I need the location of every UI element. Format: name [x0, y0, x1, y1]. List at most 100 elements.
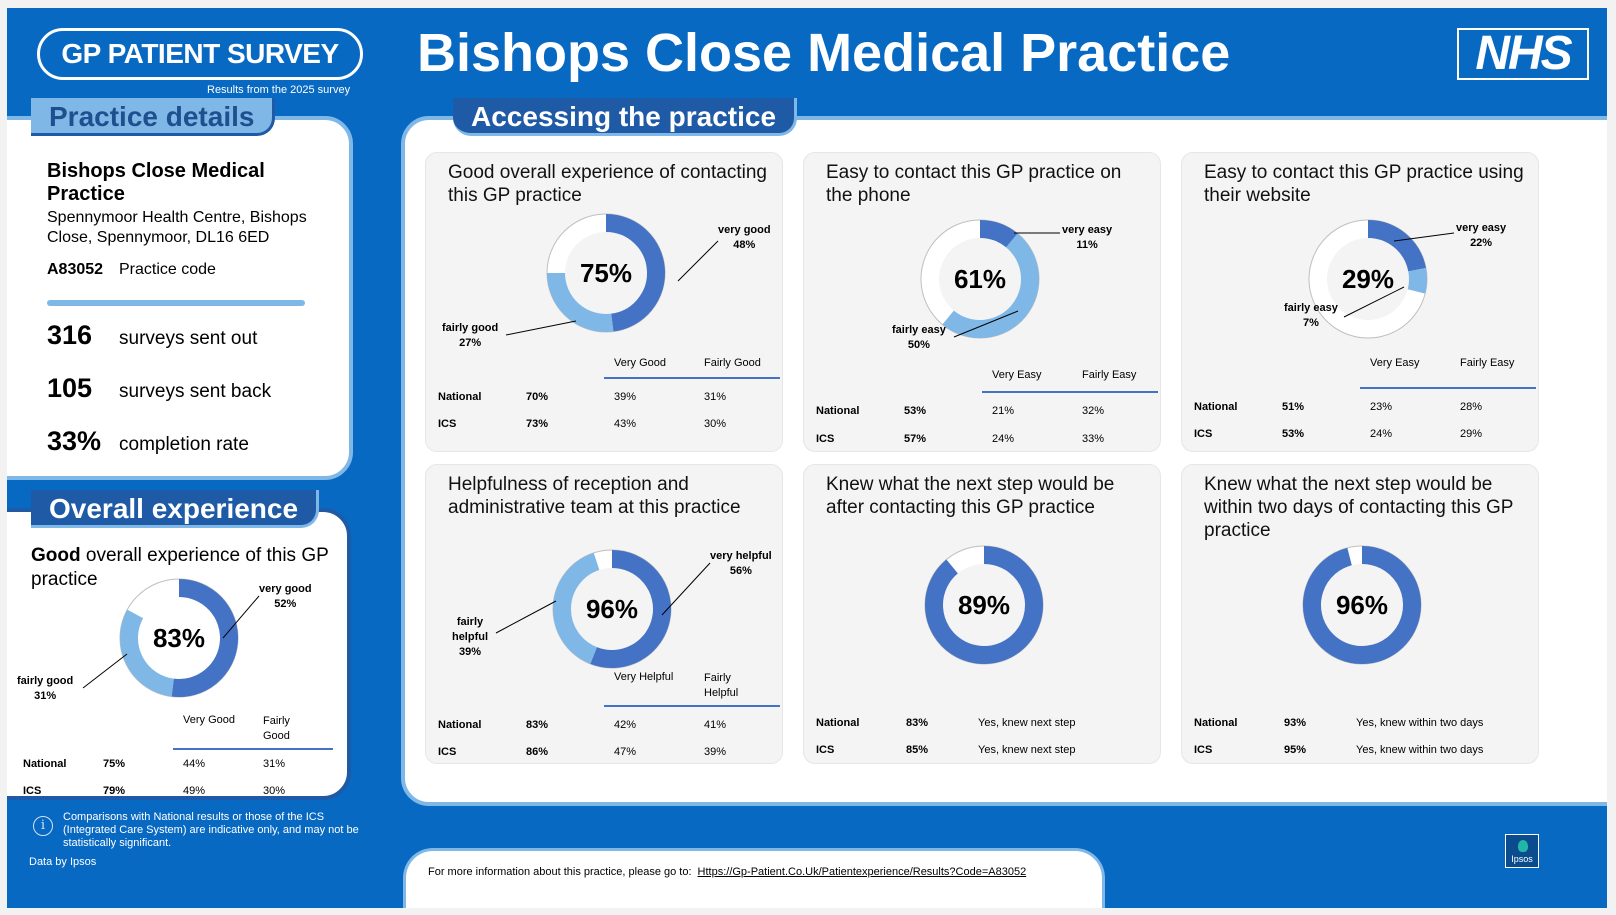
panel-donut: 96% — [495, 549, 711, 669]
donut-segment — [979, 220, 1018, 248]
metric-panel: Easy to contact this GP practice on the … — [803, 152, 1161, 452]
practice-details-card: Bishops Close Medical Practice Spennymoo… — [7, 116, 353, 480]
row-name: ICS — [1194, 744, 1213, 756]
row-value: 43% — [614, 418, 637, 430]
row-name: National — [816, 405, 860, 417]
overall-experience-tab: Overall experience — [31, 490, 320, 528]
metric-panel: Helpfulness of reception and administrat… — [425, 464, 783, 764]
donut-segment — [120, 609, 175, 697]
divider — [47, 300, 305, 306]
donut-segment — [605, 214, 665, 332]
col-header: Very Helpful — [614, 671, 674, 683]
panel-title: Knew what the next step would be after c… — [826, 474, 1115, 518]
row-total: 73% — [526, 418, 549, 430]
practice-name: Bishops Close Medical Practice — [47, 160, 265, 205]
row-value: 42% — [614, 719, 637, 731]
row-total: 85% — [906, 744, 929, 756]
col-header-very-good: Very Good — [183, 714, 235, 726]
page-title: Bishops Close Medical Practice — [417, 23, 1231, 83]
panel-donut: 89% — [924, 545, 1044, 665]
stat-completion-rate: 33% completion rate — [47, 426, 249, 456]
row-value: 29% — [1460, 428, 1483, 440]
row-value: Yes, knew within two days — [1356, 744, 1484, 756]
col-header: Fairly Helpful — [704, 672, 739, 699]
row-value: 23% — [1370, 401, 1393, 413]
row-total: 93% — [1284, 717, 1307, 729]
leader-line — [495, 600, 557, 634]
row-value: Yes, knew next step — [978, 717, 1076, 729]
panel-donut: 96% — [1302, 545, 1422, 665]
row-value: 33% — [1082, 433, 1105, 445]
practice-results-link[interactable]: Https://Gp-Patient.Co.Uk/Patientexperien… — [697, 866, 1027, 878]
survey-frame: GP PATIENT SURVEY Results from the 2025 … — [7, 8, 1607, 908]
donut-segment — [1303, 546, 1421, 664]
row-value: 30% — [263, 785, 286, 797]
row-total: 95% — [1284, 744, 1307, 756]
comparison-note: Comparisons with National results or tho… — [63, 811, 359, 849]
donut-label: fairly helpful 39% — [451, 616, 489, 658]
row-name: National — [1194, 401, 1238, 413]
leader-line — [677, 240, 719, 282]
logo-subtitle: Results from the 2025 survey — [207, 84, 351, 96]
donut-center-value: 96% — [1336, 590, 1388, 620]
row-value: 39% — [704, 746, 727, 758]
row-value: 31% — [704, 391, 727, 403]
stat-sent-back: 105 surveys sent back — [47, 373, 272, 403]
row-name: National — [438, 719, 482, 731]
table-header-line — [173, 748, 333, 750]
row-total: 83% — [526, 719, 549, 731]
gp-survey-logo: GP PATIENT SURVEY — [37, 28, 363, 80]
col-header: Fairly Easy — [1082, 369, 1137, 381]
row-value: 47% — [614, 746, 637, 758]
row-value: 49% — [183, 785, 206, 797]
overall-donut: 83% — [119, 578, 239, 698]
donut-segment — [942, 233, 1039, 338]
panel-title: Good overall experience of contacting th… — [448, 162, 767, 206]
practice-details-tab: Practice details — [31, 98, 276, 136]
donut-segment — [171, 579, 238, 697]
leader-line — [505, 320, 577, 336]
col-header: Fairly Good — [704, 357, 761, 369]
row-value: 30% — [704, 418, 727, 430]
panel-donut: 61% — [920, 219, 1060, 339]
row-value: Yes, knew within two days — [1356, 717, 1484, 729]
more-info-label: For more information about this practice… — [428, 866, 692, 878]
row-name: National — [438, 391, 482, 403]
accessing-tab: Accessing the practice — [453, 98, 798, 136]
row-name: National — [816, 717, 860, 729]
panel-title: Easy to contact this GP practice using t… — [1204, 162, 1524, 206]
row-value: 24% — [1370, 428, 1393, 440]
col-header: Very Good — [614, 357, 666, 369]
metric-panel: Easy to contact this GP practice using t… — [1181, 152, 1539, 452]
donut-label: very easy 11% — [1062, 224, 1113, 251]
donut-label: fairly easy 50% — [892, 324, 946, 351]
panel-title: Easy to contact this GP practice on the … — [826, 162, 1122, 206]
leader-line — [953, 310, 1019, 338]
panel-title: Helpfulness of reception and administrat… — [448, 474, 741, 518]
donut-segment — [590, 550, 671, 668]
row-name: National — [1194, 717, 1238, 729]
panel-donut: 29% — [1308, 219, 1455, 339]
practice-code: A83052 Practice code — [47, 261, 216, 278]
donut-segment — [1407, 267, 1427, 294]
donut-label: fairly easy 7% — [1284, 302, 1338, 329]
donut-center-value: 89% — [958, 590, 1010, 620]
donut-center-value: 29% — [1342, 264, 1394, 294]
donut-segment — [553, 552, 600, 664]
col-header-fairly-good: Fairly Good — [263, 715, 290, 742]
row-total: 86% — [526, 746, 549, 758]
donut-center-value: 83% — [153, 623, 205, 653]
metric-panel: Knew what the next step would be within … — [1181, 464, 1539, 764]
info-icon: i — [33, 816, 53, 836]
col-header: Fairly Easy — [1460, 357, 1515, 369]
row-name: ICS — [816, 744, 835, 756]
nhs-logo: NHS — [1457, 28, 1589, 80]
row-name: ICS — [816, 433, 835, 445]
row-total: 70% — [526, 391, 549, 403]
col-header: Very Easy — [992, 369, 1042, 381]
donut-label: fairly good 27% — [442, 322, 499, 349]
row-value: 32% — [1082, 405, 1105, 417]
row-name: ICS — [438, 746, 457, 758]
donut-label: very helpful 56% — [710, 550, 772, 577]
donut-center-value: 61% — [954, 264, 1006, 294]
